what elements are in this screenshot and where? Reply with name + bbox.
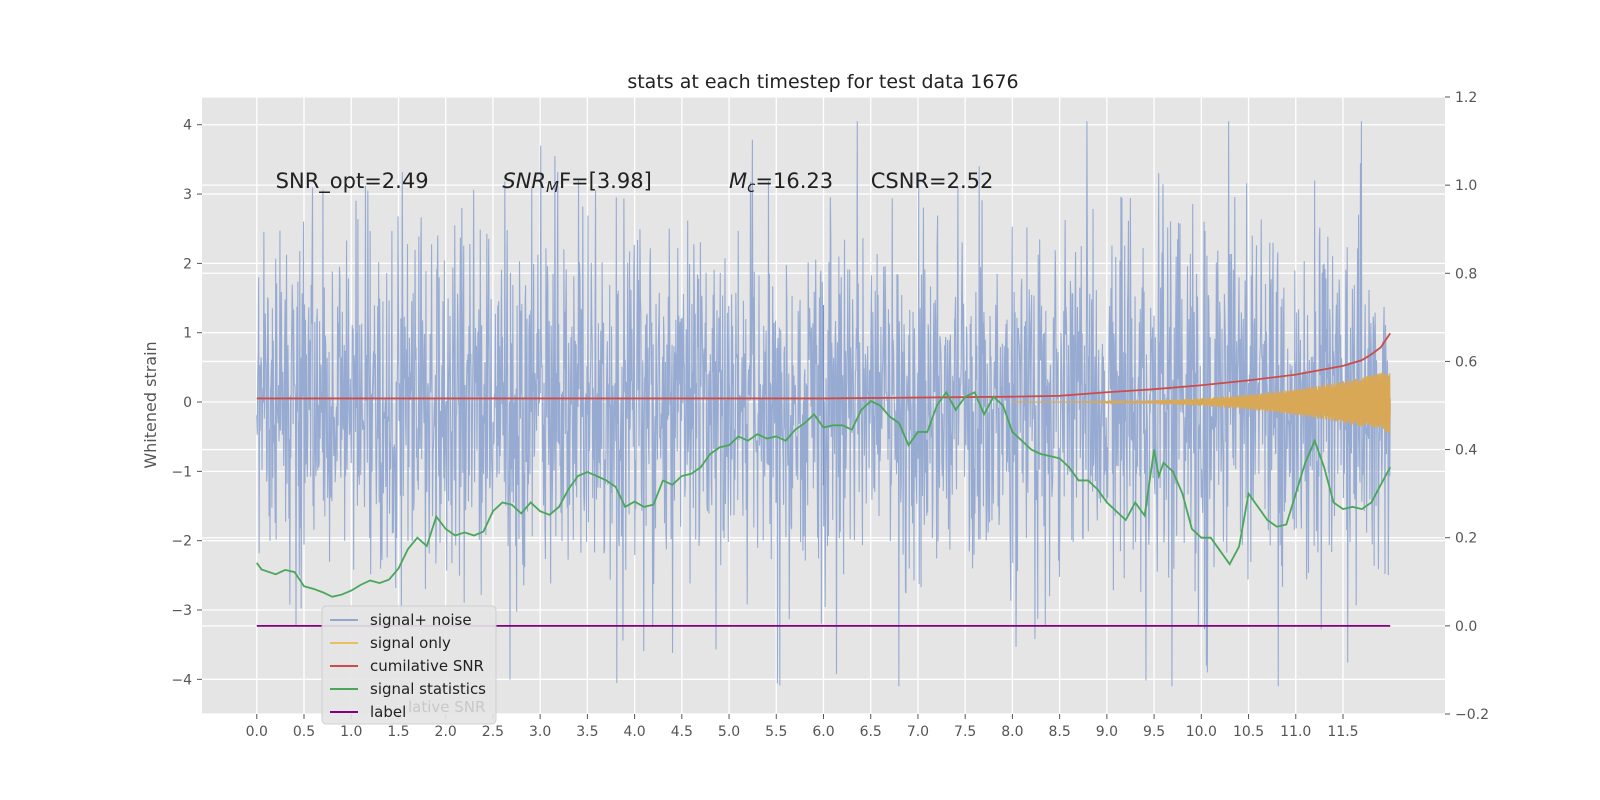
series-signal-statistics	[256, 390, 1392, 598]
series-signal-only	[1012, 372, 1391, 433]
x-axis: 0.0 0.5 1.0 1.5 2.0 2.5 3.0 3.5 4.0 4.5 5.0 5.5 6.0 6…	[246, 714, 1359, 740]
x-tick-label: 10.0	[1186, 724, 1217, 740]
y-axis-label: Whitened strain	[141, 341, 160, 468]
legend-box	[321, 605, 497, 725]
y-tick-label: 4	[183, 118, 192, 134]
annotation-3: CSNR=2.52	[871, 169, 994, 193]
y2-tick-label: 0.6	[1455, 354, 1477, 370]
x-tick-label: 6.5	[860, 724, 882, 740]
x-tick-label: 9.5	[1143, 724, 1165, 740]
x-tick-label: 0.5	[293, 724, 315, 740]
y-tick-label: 2	[183, 256, 192, 272]
y-tick-label: −2	[171, 534, 192, 550]
legend-entry: cumilative SNR	[370, 657, 484, 675]
y-tick-label: 1	[183, 326, 192, 342]
x-tick-label: 1.0	[340, 724, 362, 740]
legend-entry: signal only	[370, 634, 451, 652]
series-cumilative-snr	[256, 332, 1391, 400]
legend-entry: label	[370, 703, 406, 721]
x-tick-label: 1.5	[387, 724, 409, 740]
x-tick-label: 8.0	[1001, 724, 1023, 740]
legend-entry: signal statistics	[370, 680, 486, 698]
y2-tick-label: 0.2	[1455, 531, 1477, 547]
legend-ghost-text: lative SNR	[408, 698, 485, 716]
x-tick-label: 3.5	[576, 724, 598, 740]
annotation-0: SNR_opt=2.49	[276, 169, 429, 194]
x-tick-label: 2.0	[435, 724, 457, 740]
legend-entry: signal+ noise	[370, 611, 472, 629]
x-tick-label: 3.0	[529, 724, 551, 740]
y2-tick-label: 0.8	[1455, 266, 1477, 282]
chart-title: stats at each timestep for test data 167…	[627, 71, 1018, 93]
legend: lative SNR signal+ noise signal only cumila…	[321, 605, 497, 725]
x-tick-label: 7.0	[907, 724, 929, 740]
x-tick-label: 11.5	[1327, 724, 1358, 740]
y-tick-label: −3	[171, 603, 192, 619]
y-axis-left: −4 −3 −2 −1 0 1 2 3 4	[171, 118, 202, 688]
x-tick-label: 7.5	[954, 724, 976, 740]
annotation-1: SNRMF=[3.98]	[502, 169, 651, 196]
x-tick-label: 5.5	[765, 724, 787, 740]
x-tick-label: 11.0	[1280, 724, 1311, 740]
y2-tick-label: 0.4	[1455, 443, 1477, 459]
x-tick-label: 4.0	[623, 724, 645, 740]
y-tick-label: −4	[171, 672, 192, 688]
y-axis-right: −0.2 0.0 0.2 0.4 0.6 0.8 1.0 1.2	[1445, 90, 1489, 723]
y2-tick-label: −0.2	[1455, 707, 1489, 723]
x-tick-label: 6.0	[812, 724, 834, 740]
x-tick-label: 10.5	[1233, 724, 1264, 740]
y2-tick-label: 0.0	[1455, 619, 1477, 635]
y-tick-label: 0	[183, 395, 192, 411]
x-tick-label: 5.0	[718, 724, 740, 740]
y-tick-label: 3	[183, 187, 192, 203]
x-tick-label: 9.0	[1096, 724, 1118, 740]
x-tick-label: 2.5	[482, 724, 504, 740]
y-tick-label: −1	[171, 464, 192, 480]
x-tick-label: 4.5	[671, 724, 693, 740]
y2-tick-label: 1.0	[1455, 178, 1477, 194]
y2-tick-label: 1.2	[1455, 90, 1477, 106]
annotation-2: Mc=16.23	[729, 169, 833, 196]
x-tick-label: 8.5	[1048, 724, 1070, 740]
x-tick-label: 0.0	[246, 724, 268, 740]
annotations: SNR_opt=2.49 SNRMF=[3.98] Mc=16.23 CSNR=2.5…	[276, 169, 994, 196]
